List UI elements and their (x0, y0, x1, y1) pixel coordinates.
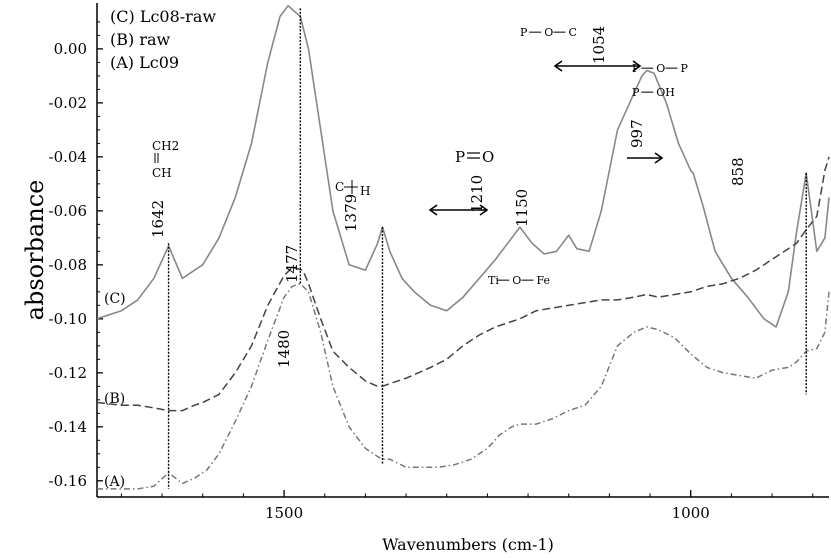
curve-label: (C) (104, 291, 126, 307)
chem-atom: P (681, 62, 689, 75)
peak-wavenumber-label: 1477 (283, 245, 301, 283)
double-arrow (553, 60, 642, 72)
y-tick-label: -0.02 (49, 94, 87, 112)
arrow-head (553, 60, 563, 72)
series-line-c (96, 4, 830, 328)
chem-atom: O (544, 26, 553, 39)
legend-entry: (B) raw (110, 30, 171, 49)
y-tick-label: -0.16 (49, 472, 87, 490)
arrow-head (632, 60, 642, 72)
chem-label-ch2: CH2 (152, 139, 179, 153)
y-axis-title: absorbance (21, 180, 49, 321)
series-line-a (97, 282, 830, 490)
chem-atom: O (512, 274, 521, 287)
chem-label-ch: CH (152, 166, 172, 180)
curve-label: (B) (104, 391, 125, 407)
double-arrow (627, 152, 664, 164)
peak-wavenumber-label: 1480 (275, 330, 293, 368)
peak-wavenumber-label: 1379 (342, 194, 360, 232)
y-tick-label: 0.00 (54, 40, 87, 58)
x-tick-label: 1000 (672, 504, 710, 522)
legend-entry: (C) Lc08-raw (110, 7, 216, 26)
chem-label-o: O (482, 148, 494, 166)
peak-wavenumber-label: 858 (729, 157, 747, 186)
y-tick-label: -0.06 (49, 202, 87, 220)
peak-wavenumber-label: 1642 (149, 200, 167, 238)
arrow-head (428, 204, 438, 216)
chem-atom: C (569, 26, 577, 39)
curve-label: (A) (104, 474, 125, 490)
chem-atom: Fe (537, 274, 551, 287)
x-axis-title: Wavenumbers (cm-1) (382, 535, 554, 554)
chem-atom: OH (656, 86, 675, 99)
chem-label-ti-o-fe: Ti O Fe (488, 274, 550, 287)
peak-wavenumber-label: 997 (628, 119, 646, 148)
arrow-head (654, 152, 664, 164)
double-arrow (428, 204, 489, 216)
y-tick-label: -0.10 (49, 310, 87, 328)
chem-label-h: H (360, 184, 370, 198)
legend-entry: (A) Lc09 (110, 53, 179, 72)
y-tick-label: -0.12 (49, 364, 87, 382)
chem-atom: Ti (488, 274, 499, 287)
chem-label-p-oh: P OH (632, 86, 675, 99)
y-tick-label: -0.08 (49, 256, 87, 274)
peak-wavenumber-label: 1150 (513, 189, 531, 227)
y-tick-label: -0.14 (49, 418, 87, 436)
chem-atom: P (632, 86, 640, 99)
peak-wavenumber-label: 1054 (590, 26, 608, 64)
chem-atom: P (520, 26, 528, 39)
y-tick-label: -0.04 (49, 148, 87, 166)
chem-label-c: C (335, 180, 344, 194)
x-tick-label: 1500 (265, 504, 303, 522)
arrow-head (479, 204, 489, 216)
peak-wavenumber-label: 1210 (468, 175, 486, 213)
chem-label-p: P (455, 148, 465, 166)
series-line-b (96, 156, 830, 412)
chem-atom: O (656, 62, 665, 75)
